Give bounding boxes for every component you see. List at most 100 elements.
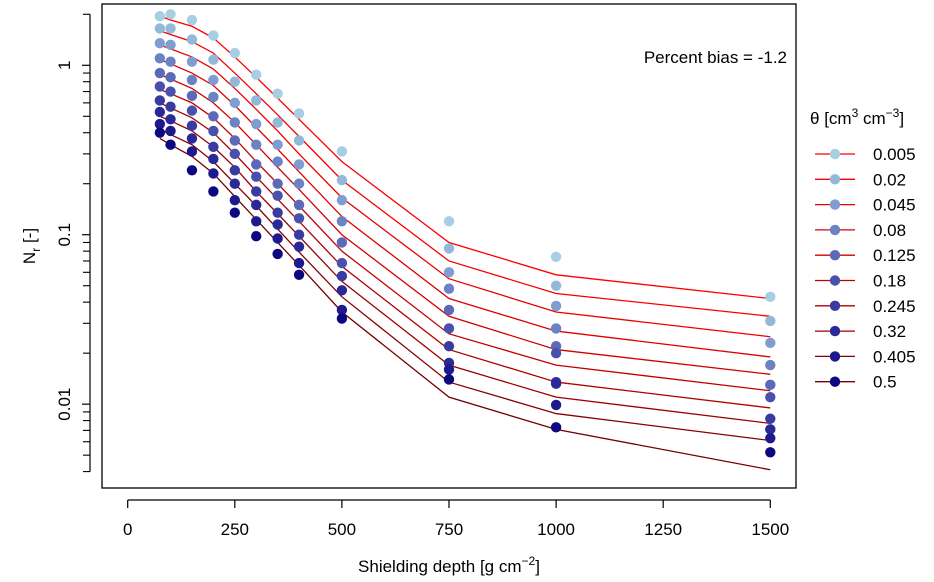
- data-point: [186, 74, 198, 86]
- x-axis: 0 250 500 750 1000 1250 1500: [123, 499, 789, 539]
- data-point: [229, 165, 241, 176]
- x-tick-label: 750: [435, 520, 463, 539]
- data-point: [186, 90, 198, 102]
- y-axis-title-main: N: [20, 252, 39, 264]
- legend-point-swatch: [829, 199, 841, 210]
- legend-point-swatch: [829, 376, 841, 387]
- y-axis-title-rest: [-]: [20, 228, 39, 248]
- data-point: [165, 39, 176, 51]
- data-point: [251, 69, 262, 80]
- series-lines: [159, 15, 771, 471]
- data-point: [293, 241, 305, 252]
- legend-entry: 0.125: [815, 246, 916, 265]
- data-point: [229, 76, 241, 87]
- data-point: [251, 186, 262, 197]
- series-line-0.32: [159, 115, 771, 425]
- data-point: [336, 313, 348, 324]
- data-point: [336, 237, 348, 248]
- data-point: [765, 424, 776, 435]
- data-point: [154, 106, 166, 118]
- data-point: [208, 74, 219, 86]
- data-point: [765, 315, 776, 327]
- data-point: [154, 67, 166, 79]
- legend-point-swatch: [829, 275, 841, 286]
- data-point: [251, 139, 262, 150]
- data-point: [272, 233, 283, 244]
- data-point: [293, 213, 305, 224]
- x-axis-title-close: ]: [535, 557, 540, 576]
- legend-label: 0.08: [873, 221, 906, 240]
- data-point: [443, 216, 455, 227]
- x-axis-title-sup: −2: [522, 554, 536, 568]
- x-tick-label: 1500: [751, 520, 789, 539]
- data-point: [550, 347, 562, 359]
- data-point: [293, 257, 305, 269]
- legend-title-theta: θ: [810, 109, 819, 128]
- data-point: [229, 135, 241, 146]
- legend-point-swatch: [829, 148, 841, 160]
- legend-point-swatch: [829, 250, 841, 261]
- data-point: [765, 337, 776, 349]
- data-point: [251, 159, 262, 170]
- data-point: [293, 229, 305, 240]
- legend-entry: 0.18: [815, 272, 906, 291]
- data-point: [251, 118, 262, 130]
- data-point: [336, 270, 348, 282]
- data-point: [293, 108, 305, 119]
- data-point: [154, 53, 166, 64]
- legend-point-swatch: [829, 174, 841, 185]
- legend-entry: 0.08: [815, 221, 906, 240]
- data-point: [154, 23, 166, 34]
- legend-entry: 0.5: [815, 373, 897, 392]
- data-point: [272, 156, 283, 167]
- data-point: [293, 135, 305, 146]
- legend-point-swatch: [829, 300, 841, 311]
- data-point: [443, 243, 455, 254]
- y-axis-title-sub: r: [29, 248, 43, 252]
- data-point: [165, 72, 176, 83]
- legend-label: 0.045: [873, 196, 916, 215]
- data-point: [154, 81, 166, 92]
- data-point: [443, 283, 455, 294]
- data-point: [336, 146, 348, 157]
- data-point: [186, 120, 198, 131]
- data-point: [154, 118, 166, 130]
- data-point: [293, 159, 305, 170]
- y-tick-label: 0.1: [55, 223, 74, 247]
- data-point: [765, 359, 776, 371]
- data-point: [208, 54, 219, 65]
- data-point: [272, 248, 283, 260]
- data-point: [550, 280, 562, 291]
- data-point: [293, 178, 305, 189]
- data-point: [336, 285, 348, 296]
- data-point: [165, 139, 176, 150]
- legend-title-mid: cm: [858, 109, 885, 128]
- series-line-0.125: [159, 74, 771, 375]
- data-point: [765, 447, 776, 458]
- x-tick-label: 500: [328, 520, 356, 539]
- x-axis-title-main: Shielding depth [g cm: [358, 557, 522, 576]
- data-point: [208, 141, 219, 153]
- data-point: [229, 97, 241, 109]
- data-point: [550, 399, 562, 411]
- data-point: [229, 117, 241, 128]
- y-tick-label: 0.01: [55, 388, 74, 421]
- data-point: [186, 34, 198, 45]
- data-point: [229, 178, 241, 189]
- data-point: [251, 231, 262, 242]
- data-point: [443, 323, 455, 334]
- data-point: [336, 194, 348, 206]
- legend-label: 0.245: [873, 297, 916, 316]
- y-axis: 0.01 0.1 1: [55, 13, 91, 473]
- legend-entry: 0.045: [815, 196, 916, 215]
- data-point: [186, 14, 198, 26]
- data-point: [165, 23, 176, 34]
- data-point: [208, 30, 219, 41]
- data-point: [765, 379, 776, 391]
- series-points: [154, 9, 776, 458]
- data-point: [336, 304, 348, 316]
- data-point: [251, 171, 262, 182]
- data-point: [186, 165, 198, 176]
- data-point: [336, 257, 348, 269]
